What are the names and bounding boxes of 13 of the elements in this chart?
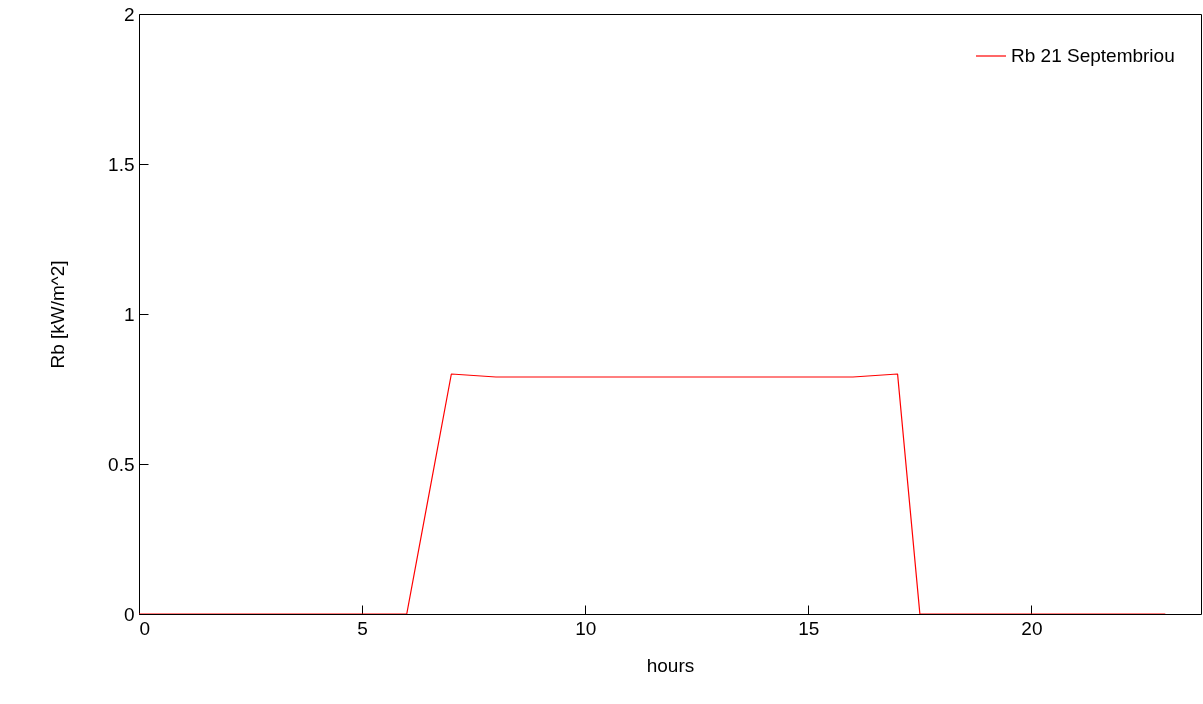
legend-label: Rb 21 Septembriou — [1011, 45, 1175, 66]
y-axis-title: Rb [kW/m^2] — [47, 260, 69, 369]
x-tick-label: 10 — [575, 617, 597, 639]
y-tick-label: 1 — [123, 303, 135, 325]
y-tick-label: 0.5 — [108, 453, 135, 475]
x-tick-label: 15 — [798, 617, 820, 639]
x-tick-label: 0 — [139, 617, 151, 639]
y-tick-label: 0 — [123, 603, 135, 625]
y-tick-label: 1.5 — [108, 153, 135, 175]
x-tick-label: 5 — [357, 617, 368, 639]
y-tick-label: 2 — [123, 3, 135, 25]
x-axis-title: hours — [646, 654, 695, 676]
x-tick-label: 20 — [1021, 617, 1043, 639]
